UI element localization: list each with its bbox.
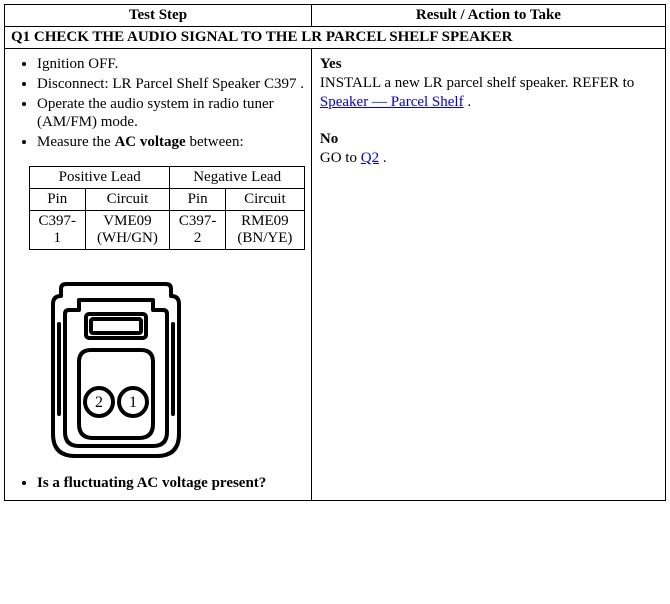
neg-pin-header: Pin	[170, 188, 226, 210]
step-2: Disconnect: LR Parcel Shelf Speaker C397…	[37, 75, 305, 94]
step-1: Ignition OFF.	[37, 55, 305, 74]
connector-diagram: 2 1	[41, 274, 305, 469]
pin-2-label: 2	[95, 394, 103, 411]
pos-lead-header: Positive Lead	[30, 166, 170, 188]
yes-action: INSTALL a new LR parcel shelf speaker. R…	[320, 74, 657, 112]
step-4-bold: AC voltage	[114, 134, 185, 150]
question-text: Is a fluctuating AC voltage present?	[37, 475, 305, 492]
pos-pin-header: Pin	[30, 188, 86, 210]
pos-circuit: VME09 (WH/GN)	[85, 210, 170, 249]
step-4-pre: Measure the	[37, 134, 114, 150]
neg-circuit-header: Circuit	[225, 188, 304, 210]
yes-text-post: .	[464, 94, 472, 110]
step-list: Ignition OFF. Disconnect: LR Parcel Shel…	[11, 55, 305, 152]
step-3: Operate the audio system in radio tuner …	[37, 95, 305, 133]
pos-circuit-header: Circuit	[85, 188, 170, 210]
no-action: GO to Q2 .	[320, 149, 657, 168]
no-text-post: .	[379, 150, 387, 166]
test-step-cell: Ignition OFF. Disconnect: LR Parcel Shel…	[5, 49, 312, 501]
no-text-pre: GO to	[320, 150, 361, 166]
step-4-post: between:	[186, 134, 244, 150]
step-4: Measure the AC voltage between:	[37, 133, 305, 152]
speaker-link[interactable]: Speaker — Parcel Shelf	[320, 94, 464, 110]
header-result: Result / Action to Take	[311, 5, 665, 27]
neg-lead-header: Negative Lead	[170, 166, 304, 188]
result-cell: Yes INSTALL a new LR parcel shelf speake…	[311, 49, 665, 501]
header-test-step: Test Step	[5, 5, 312, 27]
question-list: Is a fluctuating AC voltage present?	[11, 475, 305, 492]
q2-link[interactable]: Q2	[361, 150, 379, 166]
diagnostic-table: Test Step Result / Action to Take Q1 CHE…	[4, 4, 666, 501]
yes-text-pre: INSTALL a new LR parcel shelf speaker. R…	[320, 75, 634, 91]
leads-table: Positive Lead Negative Lead Pin Circuit …	[29, 166, 305, 250]
pos-pin: C397-1	[30, 210, 86, 249]
yes-label: Yes	[320, 55, 657, 74]
neg-circuit: RME09 (BN/YE)	[225, 210, 304, 249]
pin-1-label: 1	[129, 394, 137, 411]
q1-title: Q1 CHECK THE AUDIO SIGNAL TO THE LR PARC…	[5, 27, 666, 49]
neg-pin: C397-2	[170, 210, 226, 249]
connector-svg: 2 1	[41, 274, 191, 464]
no-label: No	[320, 130, 657, 149]
